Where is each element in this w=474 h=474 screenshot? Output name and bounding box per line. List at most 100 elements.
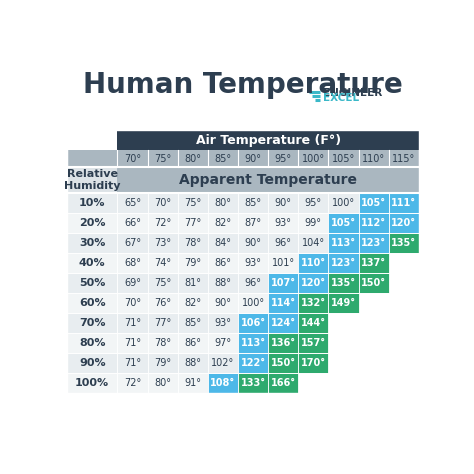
Bar: [268, 313, 298, 333]
Bar: [328, 293, 358, 313]
Text: 122°: 122°: [240, 358, 265, 368]
Bar: [178, 374, 208, 393]
Bar: [67, 193, 118, 213]
Text: 88°: 88°: [184, 358, 201, 368]
Text: 120°: 120°: [391, 218, 416, 228]
Text: 76°: 76°: [154, 298, 171, 308]
Bar: [389, 233, 419, 253]
Text: 71°: 71°: [124, 338, 141, 348]
Bar: [118, 167, 419, 193]
Bar: [358, 253, 389, 273]
Bar: [67, 150, 419, 167]
Bar: [298, 293, 328, 313]
Text: 166°: 166°: [271, 378, 296, 388]
Text: 108°: 108°: [210, 378, 236, 388]
Text: 99°: 99°: [305, 218, 322, 228]
Text: 86°: 86°: [184, 338, 201, 348]
Text: 78°: 78°: [154, 338, 171, 348]
Text: 136°: 136°: [271, 338, 296, 348]
Bar: [147, 253, 178, 273]
Bar: [178, 253, 208, 273]
Bar: [358, 233, 389, 253]
Bar: [208, 374, 238, 393]
Text: 87°: 87°: [245, 218, 262, 228]
Text: 69°: 69°: [124, 278, 141, 288]
Text: 110°: 110°: [301, 258, 326, 268]
Text: Human Temperature: Human Temperature: [83, 71, 403, 99]
Text: 84°: 84°: [214, 238, 231, 248]
Text: 70°: 70°: [124, 298, 141, 308]
Text: 60%: 60%: [79, 298, 106, 308]
Bar: [358, 213, 389, 233]
Bar: [238, 333, 268, 353]
Bar: [67, 353, 118, 374]
Text: 96°: 96°: [275, 238, 292, 248]
Text: 88°: 88°: [214, 278, 231, 288]
Bar: [238, 233, 268, 253]
Bar: [147, 293, 178, 313]
Text: 114°: 114°: [271, 298, 296, 308]
Text: 71°: 71°: [124, 319, 141, 328]
Text: 137°: 137°: [361, 258, 386, 268]
Bar: [298, 353, 328, 374]
Text: 80°: 80°: [214, 198, 231, 208]
Text: 93°: 93°: [214, 319, 231, 328]
Bar: [208, 253, 238, 273]
Bar: [118, 213, 147, 233]
Bar: [298, 233, 328, 253]
Text: 81°: 81°: [184, 278, 201, 288]
Text: 30%: 30%: [79, 238, 105, 248]
Text: ENGINEER: ENGINEER: [323, 88, 382, 98]
Text: 70°: 70°: [124, 154, 141, 164]
Bar: [67, 293, 118, 313]
Bar: [268, 273, 298, 293]
Text: 75°: 75°: [154, 278, 171, 288]
Text: 72°: 72°: [154, 218, 171, 228]
Text: 40%: 40%: [79, 258, 106, 268]
Text: Relative
Humidity: Relative Humidity: [64, 169, 120, 191]
Text: 115°: 115°: [392, 154, 415, 164]
Text: 79°: 79°: [184, 258, 201, 268]
Bar: [118, 374, 147, 393]
Bar: [67, 313, 118, 333]
Bar: [328, 193, 358, 213]
Text: 100°: 100°: [241, 298, 264, 308]
Text: 72°: 72°: [124, 378, 141, 388]
Text: 104°: 104°: [302, 238, 325, 248]
Text: 97°: 97°: [214, 338, 231, 348]
Text: 90°: 90°: [214, 298, 231, 308]
Bar: [238, 353, 268, 374]
Bar: [328, 273, 358, 293]
Text: 85°: 85°: [214, 154, 231, 164]
Bar: [67, 167, 118, 193]
Bar: [298, 313, 328, 333]
Bar: [238, 193, 268, 213]
Text: Apparent Temperature: Apparent Temperature: [179, 173, 357, 187]
Bar: [178, 333, 208, 353]
Text: 96°: 96°: [245, 278, 262, 288]
Bar: [238, 213, 268, 233]
Bar: [67, 233, 118, 253]
Text: 90°: 90°: [245, 238, 262, 248]
Bar: [328, 233, 358, 253]
Bar: [67, 374, 118, 393]
Bar: [178, 353, 208, 374]
Bar: [118, 333, 147, 353]
Text: 75°: 75°: [184, 198, 201, 208]
Bar: [147, 374, 178, 393]
Bar: [118, 273, 147, 293]
Bar: [268, 374, 298, 393]
Text: 132°: 132°: [301, 298, 326, 308]
Bar: [328, 253, 358, 273]
Bar: [147, 273, 178, 293]
Bar: [178, 313, 208, 333]
Bar: [238, 253, 268, 273]
Bar: [208, 353, 238, 374]
Text: 71°: 71°: [124, 358, 141, 368]
Text: 100°: 100°: [332, 198, 355, 208]
Bar: [298, 213, 328, 233]
Text: 85°: 85°: [245, 198, 262, 208]
Bar: [268, 193, 298, 213]
Bar: [208, 233, 238, 253]
Text: 20%: 20%: [79, 218, 105, 228]
